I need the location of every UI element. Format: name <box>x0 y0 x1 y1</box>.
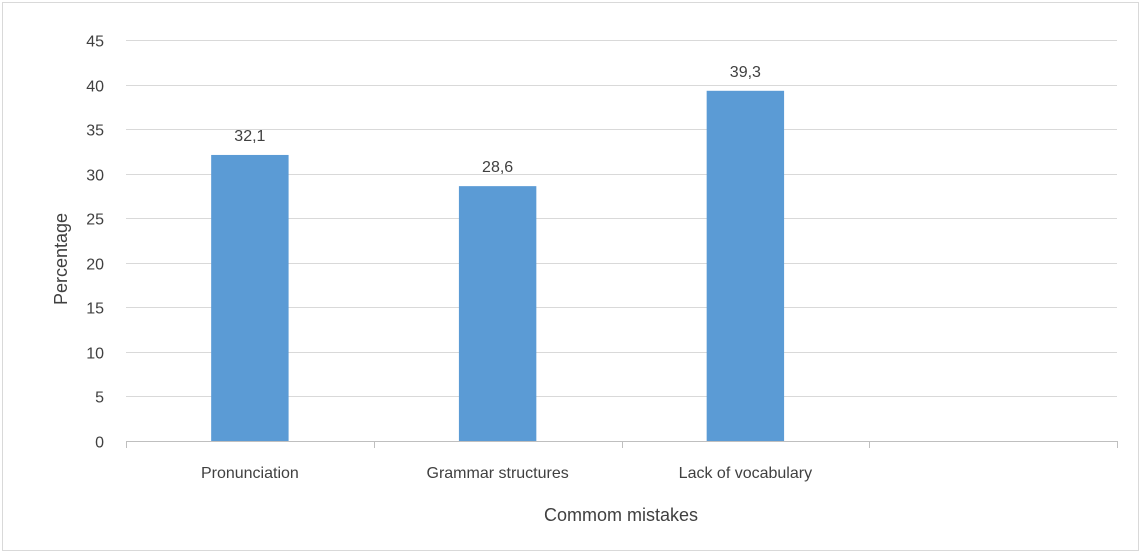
y-tick-label: 45 <box>86 34 104 51</box>
y-tick-label: 30 <box>86 168 104 185</box>
y-tick-label: 15 <box>86 301 104 318</box>
data-label: 39,3 <box>730 64 761 81</box>
x-tick-label: Lack of vocabulary <box>679 465 812 482</box>
bars <box>211 90 785 441</box>
y-tick-label: 40 <box>86 79 104 96</box>
y-axis-title: Percentage <box>51 213 71 305</box>
y-tick-label: 10 <box>86 346 104 363</box>
bar <box>211 154 289 441</box>
x-tick-label: Grammar structures <box>427 465 569 482</box>
bar <box>458 186 537 441</box>
y-tick-label: 35 <box>86 123 104 140</box>
y-tick-label: 25 <box>86 212 104 229</box>
y-tick-label: 5 <box>95 390 104 407</box>
labels: 0 5 10 15 20 25 30 35 40 45 32,1 Pronunciation 28,6 G… <box>86 34 812 483</box>
x-axis-title: Commom mistakes <box>544 505 698 525</box>
data-label: 28,6 <box>482 159 513 176</box>
x-tick-label: Pronunciation <box>201 465 299 482</box>
y-tick-label: 0 <box>95 435 104 452</box>
y-tick-label: 20 <box>86 257 104 274</box>
bar <box>706 90 785 441</box>
gridlines <box>126 40 1117 397</box>
data-label: 32,1 <box>234 128 265 145</box>
axes <box>126 441 1118 448</box>
